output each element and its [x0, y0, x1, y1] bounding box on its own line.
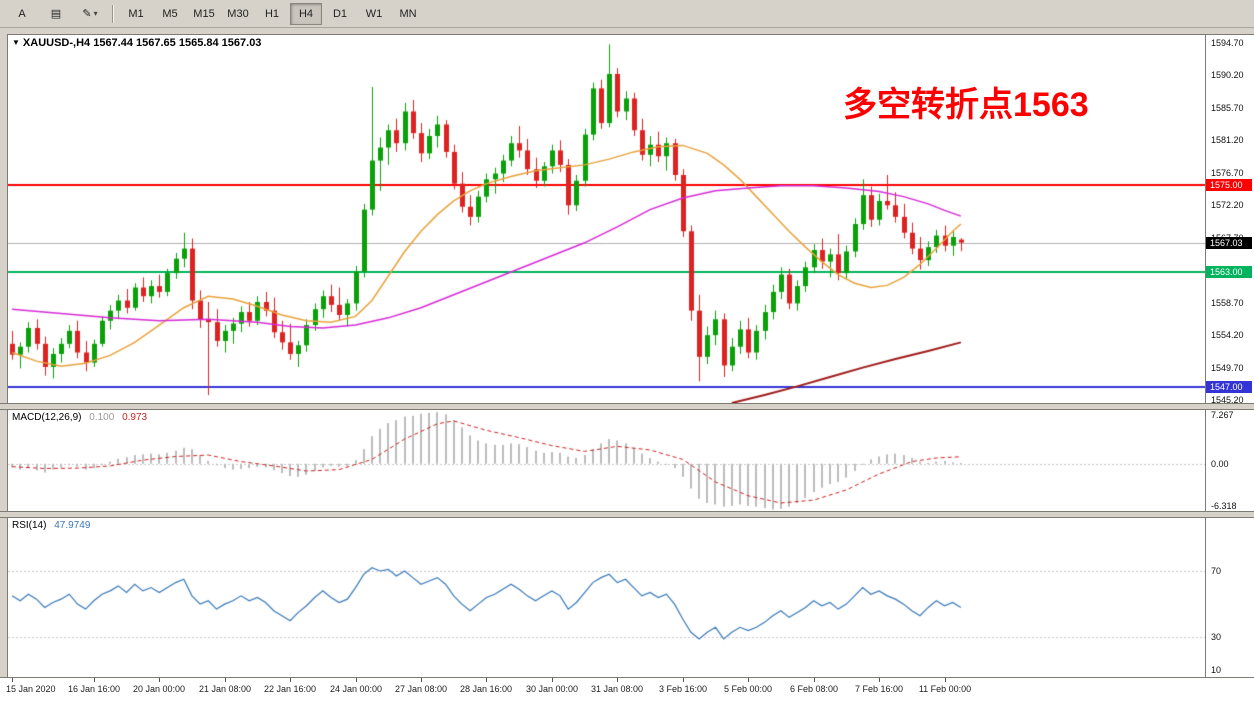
time-axis-tick	[617, 678, 618, 682]
time-axis-tick	[356, 678, 357, 682]
chart-object-tool-button[interactable]: ▤	[40, 3, 72, 25]
time-axis-tick	[486, 678, 487, 682]
macd-signal-value: 0.973	[122, 412, 148, 423]
price-axis-label: 1572.20	[1211, 200, 1244, 211]
price-axis-label: 1576.70	[1211, 167, 1244, 178]
pane-splitter-1[interactable]	[0, 403, 1254, 410]
time-axis-tick	[94, 678, 95, 682]
time-axis-label: 24 Jan 00:00	[329, 684, 383, 694]
time-axis-tick	[552, 678, 553, 682]
rsi-axis[interactable]: 70 30 10	[1206, 518, 1254, 677]
time-axis[interactable]: 15 Jan 2020 16 Jan 16:00 20 Jan 00:00 21 Ja…	[0, 677, 1254, 701]
chart-frame-top	[7, 34, 1254, 35]
time-axis-label: 15 Jan 2020	[6, 684, 56, 694]
chart-title: ▼ XAUUSD-,H4 1567.44 1567.65 1565.84 1567…	[12, 37, 261, 49]
time-axis-label: 27 Jan 08:00	[394, 684, 448, 694]
timeframe-button-m30[interactable]: M30	[227, 7, 249, 20]
time-axis-label: 3 Feb 16:00	[658, 684, 708, 694]
timeframe-button-m5[interactable]: M5	[162, 7, 178, 20]
rsi-label: RSI(14) 47.9749	[12, 520, 90, 531]
price-axis-label: 1585.70	[1211, 102, 1244, 113]
pencil-icon: ✎	[82, 8, 92, 20]
time-axis-tick	[748, 678, 749, 682]
chevron-down-icon: ▾	[93, 9, 98, 18]
price-tag-1547.00: 1547.00	[1206, 381, 1252, 393]
rsi-axis-label: 70	[1211, 566, 1222, 576]
main-chart-canvas[interactable]	[8, 35, 1205, 403]
main-chart-pane: ▼ XAUUSD-,H4 1567.44 1567.65 1565.84 1567…	[8, 35, 1205, 403]
time-axis-tick	[290, 678, 291, 682]
rsi-name: RSI(14)	[12, 520, 47, 531]
price-axis-label: 1549.70	[1211, 362, 1244, 373]
chart-object-icon: ▤	[50, 8, 62, 20]
time-axis-label: 30 Jan 00:00	[525, 684, 579, 694]
macd-name: MACD(12,26,9)	[12, 412, 82, 423]
symbol-dropdown-icon[interactable]: ▼	[12, 38, 20, 47]
pane-splitter-2[interactable]	[0, 511, 1254, 518]
draw-tool-button[interactable]: ✎ ▾	[74, 3, 106, 25]
toolbar-timeframes: M1 M5 M15 M30 H1 H4 D1 W1 MN	[119, 2, 425, 25]
arrow-tool-icon: A	[18, 7, 26, 20]
timeframe-button-m15[interactable]: M15	[193, 7, 215, 20]
toolbar: A ▤ ✎ ▾ M1 M5 M15 M30 H1 H4 D1 W1 MN	[0, 0, 1254, 28]
chart-frame-left	[7, 34, 8, 701]
time-axis-tick	[879, 678, 880, 682]
rsi-pane: RSI(14) 47.9749	[8, 518, 1205, 677]
timeframe-button-h4[interactable]: H4	[290, 2, 322, 25]
rsi-axis-label: 30	[1211, 632, 1222, 643]
macd-label: MACD(12,26,9) 0.100 0.973	[12, 412, 147, 423]
time-axis-label: 7 Feb 16:00	[854, 684, 904, 694]
timeframe-button-d1[interactable]: D1	[332, 7, 348, 20]
time-axis-label: 22 Jan 16:00	[263, 684, 317, 694]
time-axis-label: 31 Jan 08:00	[590, 684, 644, 694]
macd-axis-label: -6.318	[1211, 501, 1237, 511]
timeframe-button-m1[interactable]: M1	[128, 7, 144, 20]
time-axis-tick	[225, 678, 226, 682]
price-axis-separator	[1205, 35, 1206, 677]
chart-title-text: XAUUSD-,H4 1567.44 1567.65 1565.84 1567.…	[22, 37, 262, 49]
time-axis-label: 11 Feb 00:00	[918, 684, 972, 694]
chart-annotation-text[interactable]: 多空转折点1563	[843, 86, 1089, 124]
time-axis-tick	[814, 678, 815, 682]
current-price-tag: 1567.03	[1206, 237, 1252, 249]
macd-axis-label: 7.267	[1211, 410, 1234, 420]
price-axis-label: 1581.20	[1211, 135, 1244, 146]
macd-axis[interactable]: 7.267 0.00 -6.318	[1206, 410, 1254, 511]
price-tag-1575.00: 1575.00	[1206, 179, 1252, 191]
time-axis-tick	[12, 678, 13, 682]
timeframe-button-mn[interactable]: MN	[399, 7, 417, 20]
time-axis-label: 5 Feb 00:00	[723, 684, 773, 694]
rsi-value: 47.9749	[54, 520, 91, 531]
time-axis-label: 20 Jan 00:00	[132, 684, 186, 694]
rsi-canvas[interactable]	[8, 518, 1205, 677]
macd-pane: MACD(12,26,9) 0.100 0.973	[8, 410, 1205, 511]
price-axis-label: 1590.20	[1211, 70, 1244, 81]
price-axis-label: 1545.20	[1211, 395, 1244, 406]
toolbar-separator	[112, 4, 114, 23]
price-axis-label: 1558.70	[1211, 297, 1244, 308]
price-axis[interactable]: 1594.70 1590.20 1585.70 1581.20 1576.70 1572.…	[1206, 35, 1254, 406]
time-axis-label: 6 Feb 08:00	[789, 684, 839, 694]
timeframe-button-h1[interactable]: H1	[264, 7, 280, 20]
time-axis-label: 21 Jan 08:00	[198, 684, 252, 694]
macd-canvas[interactable]	[8, 410, 1205, 511]
price-axis-label: 1594.70	[1211, 37, 1244, 48]
rsi-axis-label: 10	[1211, 665, 1222, 676]
time-axis-tick	[945, 678, 946, 682]
time-axis-label: 16 Jan 16:00	[67, 684, 121, 694]
macd-main-value: 0.100	[89, 412, 115, 423]
price-axis-label: 1554.20	[1211, 330, 1244, 341]
arrow-tool-button[interactable]: A	[6, 3, 38, 25]
price-tag-1563.00: 1563.00	[1206, 266, 1252, 278]
macd-axis-label: 0.00	[1211, 458, 1229, 469]
time-axis-tick	[421, 678, 422, 682]
timeframe-button-w1[interactable]: W1	[365, 7, 383, 20]
time-axis-tick	[683, 678, 684, 682]
time-axis-label: 28 Jan 16:00	[459, 684, 513, 694]
time-axis-tick	[159, 678, 160, 682]
